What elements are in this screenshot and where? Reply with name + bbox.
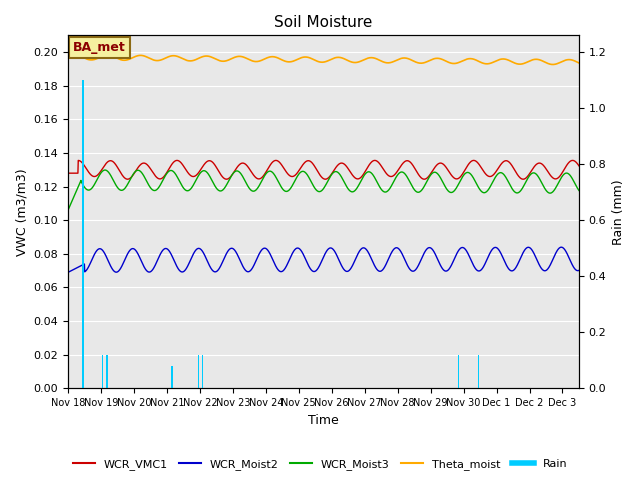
Bar <box>458 355 460 388</box>
WCR_VMC1 <box>104 159 111 165</box>
WCR_Moist2 <box>125 250 132 255</box>
Theta_moist <box>125 57 132 62</box>
Theta_moist <box>355 59 363 65</box>
Theta_moist <box>282 59 289 64</box>
Bar <box>478 355 479 388</box>
WCR_VMC1 <box>281 167 289 173</box>
WCR_Moist2 <box>355 250 363 255</box>
WCR_Moist3 <box>575 188 583 193</box>
WCR_Moist2 <box>575 267 583 273</box>
Line: WCR_Moist2: WCR_Moist2 <box>68 247 579 272</box>
Y-axis label: VWC (m3/m3): VWC (m3/m3) <box>15 168 28 256</box>
Text: BA_met: BA_met <box>73 41 126 54</box>
WCR_Moist3 <box>101 167 109 173</box>
Bar <box>202 355 203 388</box>
Line: Theta_moist: Theta_moist <box>68 55 579 64</box>
WCR_Moist2 <box>64 269 72 275</box>
WCR_VMC1 <box>355 176 363 181</box>
Bar <box>102 355 103 388</box>
Theta_moist <box>549 61 557 67</box>
WCR_Moist3 <box>301 169 308 175</box>
WCR_Moist3 <box>125 180 132 185</box>
Line: WCR_VMC1: WCR_VMC1 <box>68 160 579 179</box>
Legend: WCR_VMC1, WCR_Moist2, WCR_Moist3, Theta_moist, Rain: WCR_VMC1, WCR_Moist2, WCR_Moist3, Theta_… <box>68 455 572 474</box>
Theta_moist <box>292 57 300 63</box>
Title: Soil Moisture: Soil Moisture <box>275 15 372 30</box>
Bar <box>198 355 199 388</box>
WCR_VMC1 <box>64 170 72 176</box>
WCR_Moist2 <box>104 256 111 262</box>
WCR_Moist3 <box>104 168 112 174</box>
Bar <box>172 366 173 388</box>
Theta_moist <box>104 52 112 58</box>
Theta_moist <box>575 60 583 66</box>
WCR_Moist2 <box>292 246 300 252</box>
WCR_VMC1 <box>292 172 300 178</box>
X-axis label: Time: Time <box>308 414 339 427</box>
WCR_VMC1 <box>125 176 132 182</box>
WCR_VMC1 <box>371 157 379 163</box>
WCR_VMC1 <box>301 160 308 166</box>
Bar <box>106 355 108 388</box>
WCR_VMC1 <box>321 176 329 182</box>
WCR_Moist2 <box>281 266 289 272</box>
Theta_moist <box>70 52 78 58</box>
Y-axis label: Rain (mm): Rain (mm) <box>612 179 625 245</box>
WCR_Moist3 <box>282 188 289 194</box>
Theta_moist <box>64 54 72 60</box>
Bar <box>82 80 84 388</box>
WCR_Moist2 <box>557 244 565 250</box>
WCR_Moist3 <box>355 181 363 187</box>
WCR_Moist3 <box>292 176 300 182</box>
WCR_VMC1 <box>575 163 583 169</box>
WCR_Moist3 <box>64 207 72 213</box>
WCR_Moist2 <box>301 254 308 260</box>
Theta_moist <box>301 54 308 60</box>
Line: WCR_Moist3: WCR_Moist3 <box>68 170 579 210</box>
